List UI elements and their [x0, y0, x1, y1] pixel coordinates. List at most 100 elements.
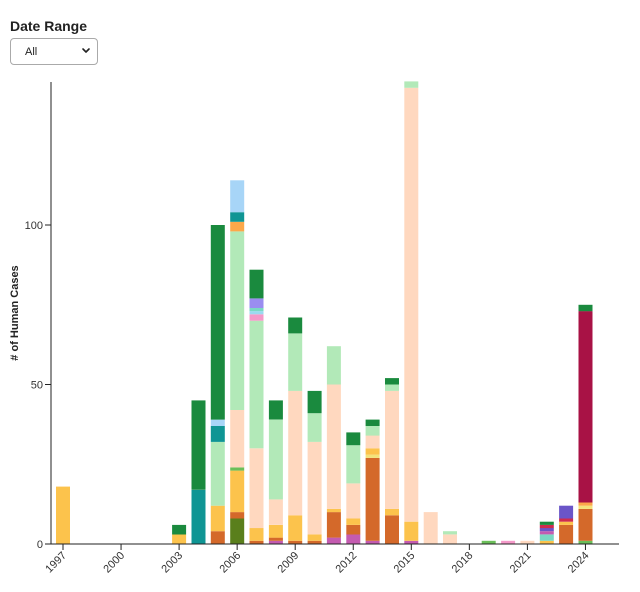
bar-segment-2013-0[interactable] — [365, 540, 380, 544]
bar-segment-2006-2[interactable] — [230, 470, 245, 513]
bar-segment-2004-1[interactable] — [191, 400, 206, 490]
x-tick-label-2000: 2000 — [101, 550, 127, 576]
bar-segment-2021-0[interactable] — [520, 540, 535, 544]
bar-segment-2008-2[interactable] — [268, 524, 283, 538]
bar-segment-2005-2[interactable] — [210, 441, 225, 506]
bar-segment-2011-2[interactable] — [326, 508, 341, 513]
bar-segment-2009-2[interactable] — [288, 390, 303, 516]
bar-segment-2024-5[interactable] — [578, 304, 593, 312]
bar-segment-2006-5[interactable] — [230, 231, 245, 410]
bar-segment-2008-5[interactable] — [268, 400, 283, 420]
bar-segment-2022-1[interactable] — [539, 534, 554, 541]
bar-segment-2024-3[interactable] — [578, 502, 593, 506]
bar-segment-2006-1[interactable] — [230, 512, 245, 519]
bar-segment-2013-1[interactable] — [365, 457, 380, 541]
bar-segment-2009-3[interactable] — [288, 333, 303, 391]
bar-segment-2007-5[interactable] — [249, 311, 264, 315]
bar-segment-2024-0[interactable] — [578, 540, 593, 544]
bar-segment-2006-4[interactable] — [230, 410, 245, 468]
bar-segment-2015-3[interactable] — [404, 81, 419, 88]
bar-segment-2013-5[interactable] — [365, 426, 380, 436]
bar-segment-2012-3[interactable] — [346, 483, 361, 519]
bar-segment-2022-4[interactable] — [539, 524, 554, 529]
bar-segment-1997-0[interactable] — [56, 486, 70, 544]
date-range-select-value: All — [25, 46, 38, 58]
date-range-select[interactable]: All — [10, 38, 98, 65]
bar-segment-2023-3[interactable] — [559, 505, 574, 519]
bar-segment-2006-7[interactable] — [230, 212, 245, 222]
bar-segment-2007-8[interactable] — [249, 269, 264, 299]
bar-segment-2017-1[interactable] — [443, 531, 457, 535]
bar-segment-2007-0[interactable] — [249, 540, 264, 544]
bar-segment-2014-1[interactable] — [385, 508, 399, 516]
bar-segment-2014-4[interactable] — [385, 378, 399, 385]
bar-segment-2009-0[interactable] — [288, 540, 303, 544]
bar-segment-2008-0[interactable] — [268, 540, 283, 544]
bar-segment-2012-4[interactable] — [346, 445, 361, 484]
bar-segment-2011-3[interactable] — [326, 384, 341, 509]
x-tick-label-2018: 2018 — [450, 550, 476, 576]
bar-segment-2005-3[interactable] — [210, 426, 225, 442]
bar-segment-2013-6[interactable] — [365, 419, 380, 426]
bar-segment-2011-1[interactable] — [326, 512, 341, 538]
bar-segment-2020-0[interactable] — [501, 540, 516, 544]
bar-segment-2023-0[interactable] — [559, 524, 574, 544]
bar-segment-2013-3[interactable] — [365, 448, 380, 455]
bar-segment-2006-8[interactable] — [230, 180, 245, 213]
bar-segment-2003-0[interactable] — [172, 534, 187, 544]
bar-segment-2016-0[interactable] — [423, 512, 438, 544]
bar-segment-2010-1[interactable] — [307, 534, 322, 541]
bar-segment-2007-3[interactable] — [249, 320, 264, 449]
bar-segment-2011-4[interactable] — [326, 346, 341, 385]
bar-segment-2009-4[interactable] — [288, 317, 303, 334]
bar-segment-2024-2[interactable] — [578, 505, 593, 509]
bar-segment-2022-3[interactable] — [539, 528, 554, 532]
bar-segment-2024-4[interactable] — [578, 311, 593, 503]
bar-segment-2022-5[interactable] — [539, 521, 554, 525]
bar-segment-2006-0[interactable] — [230, 518, 245, 545]
bar-segment-2008-1[interactable] — [268, 537, 283, 541]
bar-segment-2014-2[interactable] — [385, 390, 399, 509]
bar-segment-2014-0[interactable] — [385, 515, 399, 544]
bar-segment-2017-0[interactable] — [443, 534, 457, 544]
bar-segment-2010-4[interactable] — [307, 390, 322, 414]
bar-segment-2007-7[interactable] — [249, 298, 264, 308]
bar-segment-2004-0[interactable] — [191, 489, 206, 544]
bar-segment-2012-2[interactable] — [346, 518, 361, 525]
bar-segment-2005-4[interactable] — [210, 419, 225, 426]
bar-segment-2006-6[interactable] — [230, 221, 245, 232]
bar-segment-2008-4[interactable] — [268, 419, 283, 500]
bar-segment-2009-1[interactable] — [288, 515, 303, 541]
bar-segment-2022-0[interactable] — [539, 540, 554, 544]
bar-segment-2012-0[interactable] — [346, 534, 361, 544]
bar-segment-2015-2[interactable] — [404, 87, 419, 522]
bar-segment-2005-5[interactable] — [210, 225, 225, 420]
bar-segment-2008-3[interactable] — [268, 499, 283, 525]
bar-segment-2007-2[interactable] — [249, 448, 264, 529]
bar-segment-2010-3[interactable] — [307, 413, 322, 442]
bar-segment-2012-5[interactable] — [346, 432, 361, 446]
bar-segment-2012-1[interactable] — [346, 524, 361, 535]
bar-segment-2005-0[interactable] — [210, 531, 225, 544]
y-ticks-group: 0 50 100 — [25, 220, 51, 551]
bar-segment-2010-2[interactable] — [307, 441, 322, 535]
bar-segment-2014-3[interactable] — [385, 384, 399, 391]
bar-segment-2007-1[interactable] — [249, 528, 264, 541]
bar-segment-2011-0[interactable] — [326, 537, 341, 544]
bar-segment-2007-4[interactable] — [249, 314, 264, 321]
bar-segment-2015-1[interactable] — [404, 521, 419, 541]
bar-segment-2013-2[interactable] — [365, 454, 380, 458]
bar-segment-2005-1[interactable] — [210, 505, 225, 532]
y-tick-label-50: 50 — [31, 380, 43, 392]
bar-segment-2023-1[interactable] — [559, 521, 574, 525]
bar-segment-2024-1[interactable] — [578, 508, 593, 541]
bar-segment-2023-2[interactable] — [559, 518, 574, 522]
bar-segment-2015-0[interactable] — [404, 540, 419, 544]
bar-segment-2019-0[interactable] — [481, 540, 496, 544]
bar-segment-2010-0[interactable] — [307, 540, 322, 544]
bar-segment-2022-2[interactable] — [539, 531, 554, 535]
bar-segment-2003-1[interactable] — [172, 524, 187, 535]
bar-segment-2013-4[interactable] — [365, 435, 380, 449]
bar-segment-2007-6[interactable] — [249, 307, 264, 312]
bar-segment-2006-3[interactable] — [230, 467, 245, 471]
